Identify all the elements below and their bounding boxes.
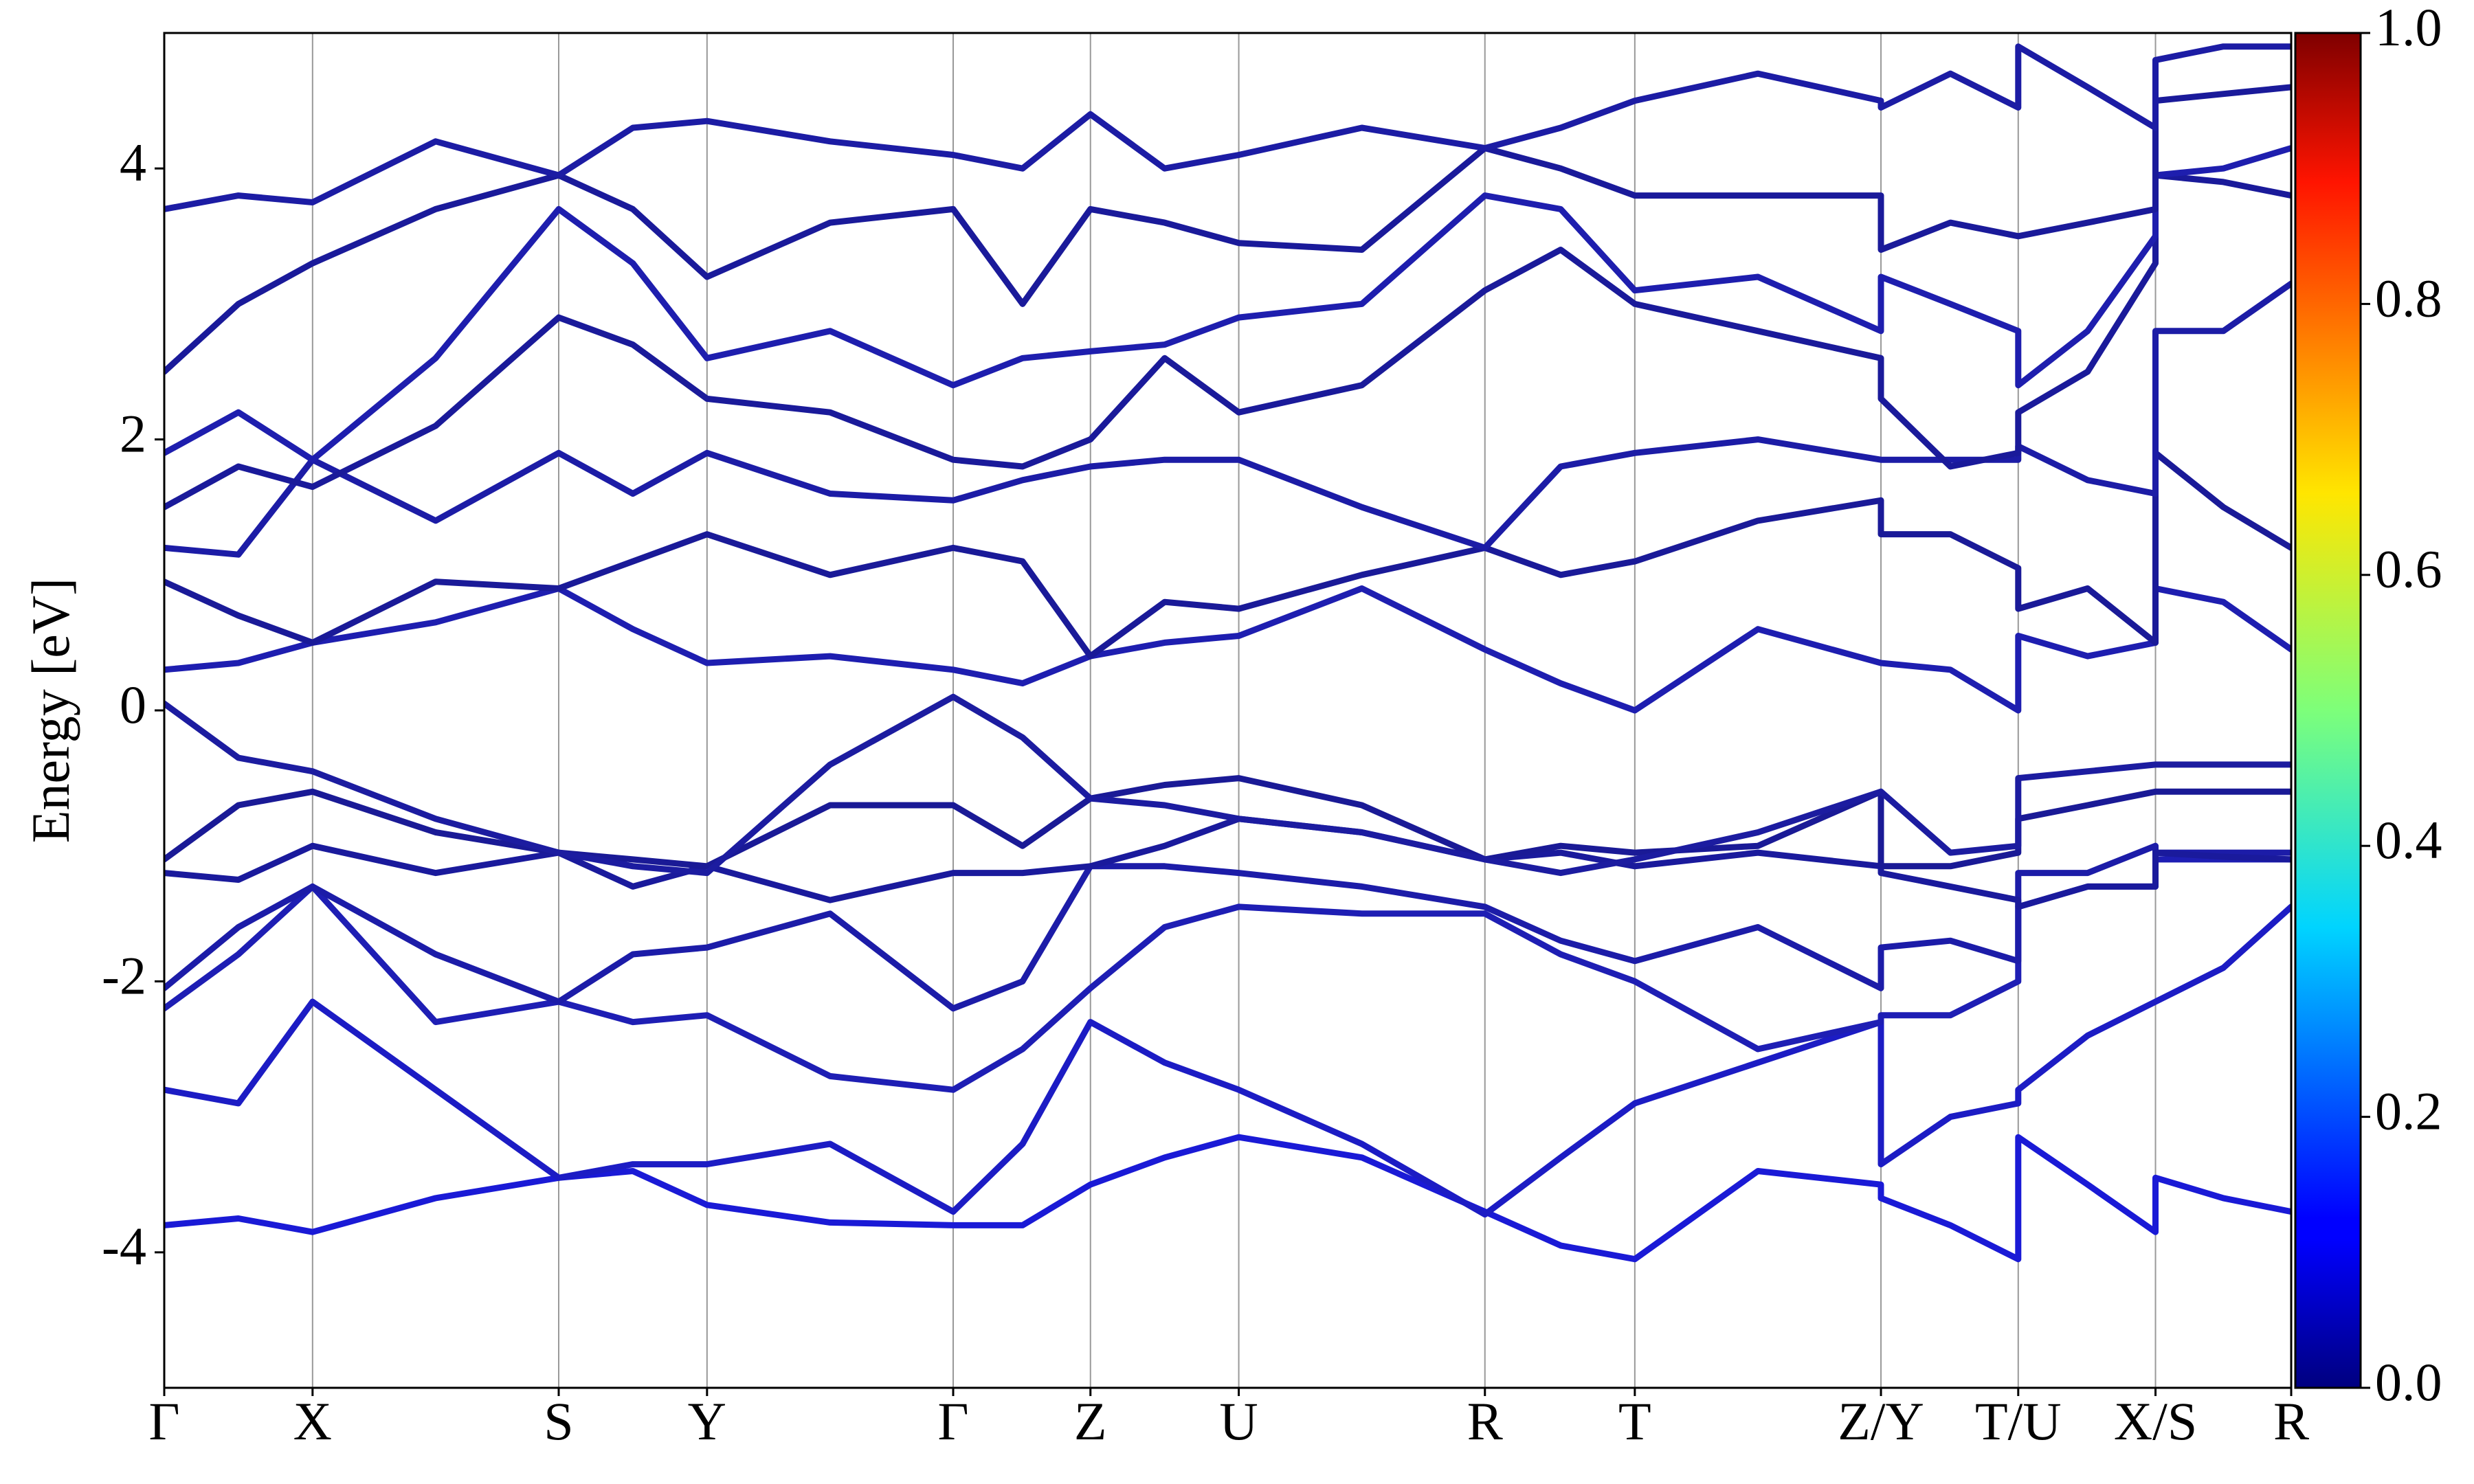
axes: Γ X S Y Γ Z U R T Z/Y T/U X/S R -4 -2 0 2 4 0.0 0.2 0.4 0.6 0.… <box>102 0 2442 1451</box>
band-line <box>164 1134 2291 1263</box>
grid <box>164 33 2292 1388</box>
band-line <box>164 280 2291 558</box>
band-line <box>164 842 2291 1012</box>
x-tick-label: T/U <box>1975 1391 2062 1451</box>
x-tick-label: R <box>1467 1391 1503 1451</box>
x-tick-label: X <box>293 1391 332 1451</box>
x-tick-label: Z/Y <box>1838 1391 1924 1451</box>
band-line <box>164 693 2291 877</box>
x-tick-label: Γ <box>937 1391 968 1451</box>
y-tick-label: -4 <box>102 1217 146 1277</box>
bands <box>164 43 2291 1263</box>
y-tick-label: 4 <box>120 133 146 192</box>
y-axis-label: Energy [eV] <box>21 578 80 843</box>
x-tick-label: S <box>544 1391 573 1451</box>
y-tick-label: 2 <box>120 404 146 464</box>
colorbar-tick-label: 0.2 <box>2375 1081 2442 1141</box>
band-line <box>164 903 2291 1218</box>
x-tick-label: T <box>1618 1391 1651 1451</box>
plot-frame <box>163 32 2293 1389</box>
colorbar-tick-label: 0.6 <box>2375 539 2442 599</box>
y-tick-label: -2 <box>102 945 146 1005</box>
band-line <box>164 585 2291 714</box>
x-tick-label: Y <box>688 1391 726 1451</box>
x-tick-label: Z <box>1074 1391 1107 1451</box>
colorbar-tick-label: 0.8 <box>2375 268 2442 328</box>
band-line <box>164 172 2291 510</box>
x-tick-label: U <box>1219 1391 1258 1451</box>
colorbar <box>2294 32 2362 1389</box>
colorbar-tick-label: 1.0 <box>2375 0 2442 57</box>
x-tick-label: X/S <box>2114 1391 2197 1451</box>
band-line <box>164 449 2291 660</box>
band-line <box>164 84 2291 375</box>
x-tick-label: R <box>2273 1391 2309 1451</box>
y-tick-label: 0 <box>120 675 146 734</box>
band-line <box>164 145 2291 463</box>
colorbar-tick-label: 0.0 <box>2375 1352 2442 1412</box>
colorbar-tick-label: 0.4 <box>2375 810 2442 870</box>
band-line <box>164 43 2291 212</box>
x-tick-label: Γ <box>148 1391 179 1451</box>
